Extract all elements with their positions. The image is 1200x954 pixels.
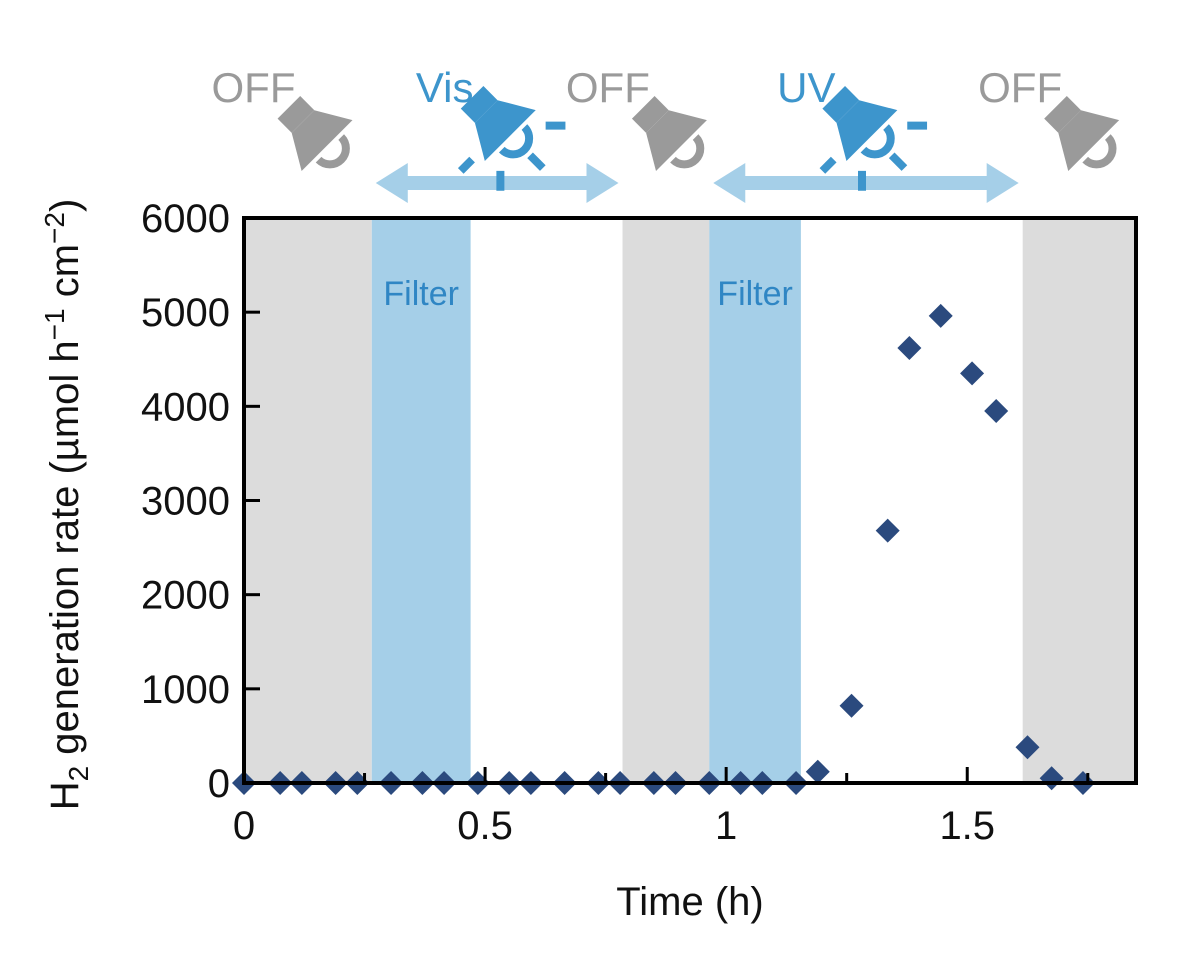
lamp-neck [1044,96,1081,133]
x-axis-title: Time (h) [616,880,763,924]
lamp-on-icon [457,86,566,191]
light-mode-header: OFF Vis OFF UV OFF [212,64,1120,203]
y-axis-title: H2 generation rate (µmol h−1 cm−2) [39,199,94,811]
lamp-bulb [1082,134,1117,169]
x-tick-label: 0 [233,804,255,848]
light-ray [496,170,505,191]
light-ray [907,121,928,130]
lamp-shade [291,110,353,172]
lamp-shade [474,100,536,162]
region-label-filter: Filter [717,275,793,313]
x-tick-label: 1 [715,804,737,848]
x-tick-label: 0.5 [457,804,513,848]
lamp-neck [822,86,860,123]
lamp-off-icon [277,96,353,172]
lamp-neck [631,96,669,133]
region-label-filter: Filter [383,275,459,313]
data-point [960,361,985,386]
arrow-head-right [586,163,619,203]
y-tick-label: 3000 [141,480,230,524]
light-ray [457,156,475,174]
light-ray [819,156,837,174]
mode-label-vis: Vis [416,64,474,111]
lamp-bulb [315,134,350,169]
data-point [839,693,864,718]
data-point [928,303,953,328]
lamp-on-icon [819,86,928,191]
y-tick-label: 5000 [141,291,230,335]
mode-label-uv: UV [777,64,835,111]
region-band-1 [371,218,471,783]
lamp-bulb [670,134,705,169]
lamp-off-icon [1044,96,1120,172]
axis-ticks [242,216,1090,785]
light-ray [545,121,566,130]
y-tick-label: 0 [208,762,230,806]
data-point [805,759,830,784]
light-ray [888,152,908,171]
data-point [875,518,900,543]
arrow-head-right [986,163,1019,203]
x-tick-label: 1.5 [939,804,995,848]
light-ray [858,170,867,191]
lamp-bulb [498,124,534,159]
y-tick-label: 4000 [141,385,230,429]
lamp-shade [836,100,898,162]
arrow-head-left [713,163,746,203]
region-band-0 [244,218,372,783]
lamp-neck [460,86,498,123]
region-band-2 [622,218,710,783]
region-band-3 [709,218,801,783]
shaded-regions: Filter Filter [244,218,1136,783]
light-ray [527,152,546,171]
lamp-bulb [860,124,895,159]
lamp-off-icon [631,96,707,172]
data-point [984,399,1009,424]
region-band-4 [1022,218,1136,783]
lamp-shade [646,110,707,172]
mode-label-off: OFF [566,64,650,111]
y-tick-label: 1000 [141,668,230,712]
arrow-head-left [375,163,408,203]
mode-label-off: OFF [212,64,296,111]
mode-label-off: OFF [978,64,1062,111]
tick-labels: 0 0.5 1 1.5 0 1000 2000 3000 4000 5000 6000 [141,197,995,848]
data-point [897,335,922,360]
lamp-neck [277,96,315,133]
y-tick-label: 2000 [141,574,230,618]
lamp-shade [1058,110,1120,172]
data-point [1015,735,1040,760]
y-tick-label: 6000 [141,197,230,241]
